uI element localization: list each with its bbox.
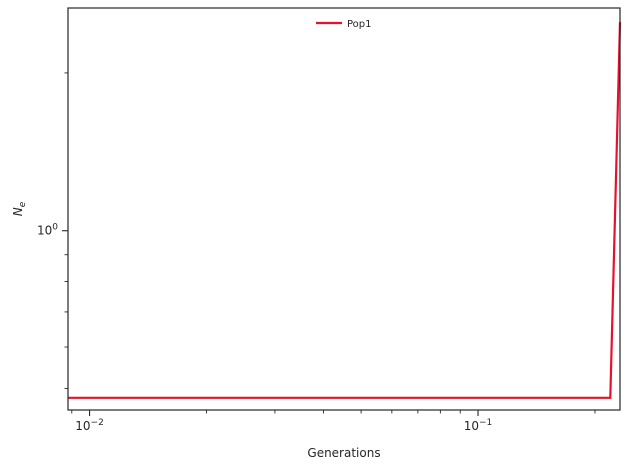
x-axis-label: Generations: [307, 446, 380, 460]
x-tick-label-exp: −2: [91, 418, 104, 428]
x-tick-label-exp: −1: [479, 418, 492, 428]
legend-label: Pop1: [347, 19, 372, 30]
y-axis-ticks: 100: [37, 72, 68, 389]
plot-background: [68, 8, 620, 410]
y-tick-label-exp: 0: [52, 223, 58, 233]
y-axis-label-sub: e: [18, 201, 28, 207]
x-tick-label: 10−2: [75, 418, 104, 433]
series-layer: [68, 22, 622, 399]
y-axis-label: Ne: [11, 201, 28, 216]
legend: Pop1: [316, 19, 372, 30]
y-tick-label: 100: [37, 223, 58, 238]
x-tick-label-base: 10: [464, 419, 479, 433]
x-tick-label: 10−1: [464, 418, 493, 433]
x-axis-ticks: 10−2 10−1: [71, 410, 596, 433]
series-line-0: [68, 22, 622, 399]
y-axis-label-base: N: [11, 207, 25, 216]
y-tick-label-base: 10: [37, 224, 52, 238]
x-tick-label-base: 10: [75, 419, 90, 433]
plot-frame: [67, 7, 621, 411]
